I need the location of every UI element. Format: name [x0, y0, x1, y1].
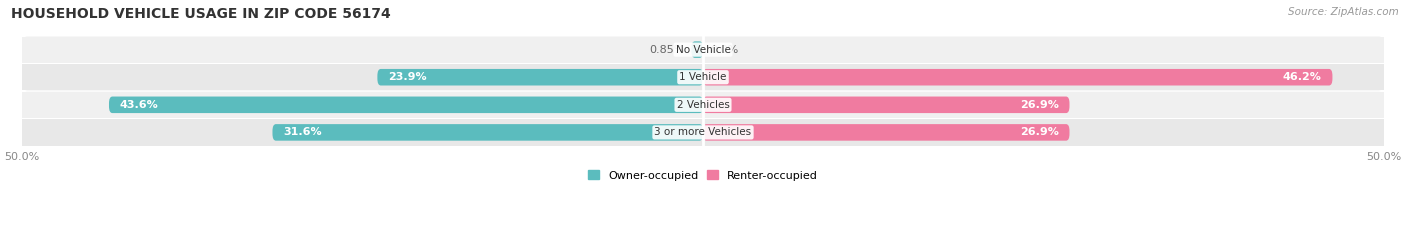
Text: 46.2%: 46.2% — [1282, 72, 1322, 82]
FancyBboxPatch shape — [21, 119, 1385, 145]
Text: Source: ZipAtlas.com: Source: ZipAtlas.com — [1288, 7, 1399, 17]
Text: 0.85%: 0.85% — [650, 45, 685, 55]
FancyBboxPatch shape — [110, 96, 703, 113]
FancyBboxPatch shape — [703, 124, 1070, 141]
Legend: Owner-occupied, Renter-occupied: Owner-occupied, Renter-occupied — [583, 166, 823, 185]
Text: 1 Vehicle: 1 Vehicle — [679, 72, 727, 82]
Bar — [21, 37, 1385, 63]
Text: 2 Vehicles: 2 Vehicles — [676, 100, 730, 110]
Text: 26.9%: 26.9% — [1019, 127, 1059, 137]
FancyBboxPatch shape — [21, 64, 1385, 90]
FancyBboxPatch shape — [703, 69, 1333, 86]
FancyBboxPatch shape — [703, 96, 1070, 113]
Text: 31.6%: 31.6% — [284, 127, 322, 137]
FancyBboxPatch shape — [273, 124, 703, 141]
Text: 23.9%: 23.9% — [388, 72, 427, 82]
FancyBboxPatch shape — [377, 69, 703, 86]
Bar — [21, 119, 1385, 145]
Bar — [21, 92, 1385, 118]
Bar — [21, 64, 1385, 90]
FancyBboxPatch shape — [21, 37, 1385, 63]
Text: HOUSEHOLD VEHICLE USAGE IN ZIP CODE 56174: HOUSEHOLD VEHICLE USAGE IN ZIP CODE 5617… — [11, 7, 391, 21]
Text: 3 or more Vehicles: 3 or more Vehicles — [654, 127, 752, 137]
FancyBboxPatch shape — [692, 41, 703, 58]
FancyBboxPatch shape — [21, 92, 1385, 118]
Text: 43.6%: 43.6% — [120, 100, 159, 110]
Text: No Vehicle: No Vehicle — [675, 45, 731, 55]
Text: 0.0%: 0.0% — [710, 45, 738, 55]
Text: 26.9%: 26.9% — [1019, 100, 1059, 110]
